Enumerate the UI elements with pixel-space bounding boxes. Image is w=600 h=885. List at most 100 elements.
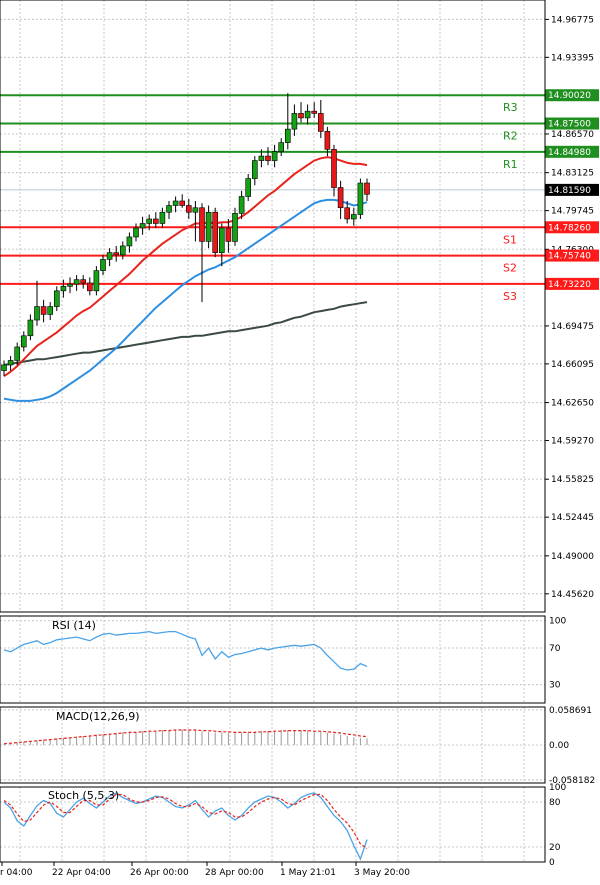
price-tick-label: 14.66095 [551, 360, 594, 370]
panel-frame [0, 0, 546, 613]
candle-bullish [53, 290, 60, 307]
time-tick-label: 28 Apr 00:00 [205, 868, 264, 878]
ma-mid-line [3, 198, 368, 402]
candle-bullish [139, 223, 146, 229]
candle-bullish [166, 205, 172, 213]
candle-bullish [271, 151, 278, 161]
candle-bullish [120, 245, 126, 256]
candle-bullish [27, 319, 34, 337]
candle-bullish [100, 259, 106, 271]
candle-bearish [153, 218, 159, 224]
candle-bullish [47, 306, 54, 315]
candle-bearish [337, 187, 344, 209]
candle-bearish [212, 211, 218, 253]
candle-bullish [252, 160, 258, 179]
candle-bullish [34, 306, 40, 321]
time-tick-label: 3 May 20:00 [354, 868, 410, 878]
rsi-tick-label: 70 [549, 644, 561, 654]
macd-tick-label: -0.058182 [549, 776, 595, 786]
candle-bearish [199, 207, 205, 242]
stoch-tick-label: 80 [549, 798, 561, 808]
ma-fast-line [3, 156, 368, 378]
time-tick-label: r 04:00 [0, 868, 33, 878]
current-price-label: 14.81590 [548, 186, 591, 196]
price-tick-label: 14.96775 [551, 15, 594, 25]
macd-signal-line [3, 729, 368, 745]
candle-bearish [40, 306, 47, 315]
level-name-r1: R1 [503, 158, 518, 171]
candle-bearish [225, 227, 232, 242]
candle-bullish [60, 286, 67, 292]
price-tick-label: 14.79745 [551, 207, 594, 217]
candle-bullish [14, 346, 20, 361]
candle-bearish [87, 282, 93, 292]
stoch-tick-label: 0 [549, 858, 555, 868]
level-price-label: 14.75740 [548, 252, 591, 262]
candle-bullish [258, 155, 265, 161]
level-price-label: 14.87500 [548, 120, 591, 130]
level-price-tag [545, 249, 599, 262]
current-price-tag [545, 183, 599, 196]
candle-bearish [317, 113, 324, 132]
price-tick-label: 14.86570 [551, 130, 594, 140]
candle-bearish [331, 149, 337, 188]
ma-slow-line [3, 301, 368, 366]
candle-bullish [278, 142, 285, 152]
stoch-label: Stoch (5,5,3) [48, 789, 119, 802]
candle-bullish [350, 214, 357, 220]
time-tick-label: 1 May 21:01 [280, 868, 336, 878]
candle-bullish [106, 252, 113, 260]
candle-bearish [344, 207, 351, 220]
level-price-tag [545, 145, 599, 158]
candle-bullish [357, 182, 364, 215]
candle-bullish [67, 283, 73, 287]
panel-frame [0, 706, 546, 784]
candle-bullish [73, 279, 80, 285]
candle-bearish [80, 279, 86, 284]
level-price-label: 14.84980 [548, 148, 591, 158]
price-tick-label: 14.59270 [551, 437, 594, 447]
level-price-label: 14.78260 [548, 223, 591, 233]
rsi-line [3, 630, 368, 671]
candle-bearish [265, 155, 271, 161]
candle-bullish [172, 200, 179, 206]
macd-tick-label: 0.00 [549, 741, 569, 751]
candle-bullish [205, 211, 212, 242]
panel-frame [0, 615, 546, 704]
level-name-r3: R3 [503, 101, 518, 114]
level-name-s3: S3 [503, 290, 517, 303]
rsi-tick-label: 100 [549, 617, 566, 627]
level-name-r2: R2 [503, 130, 518, 143]
price-tick-label: 14.49000 [551, 552, 594, 562]
candle-bullish [219, 227, 225, 253]
candle-bullish [1, 364, 7, 371]
level-price-tag [545, 89, 599, 102]
time-tick-label: 26 Apr 00:00 [130, 868, 189, 878]
candle-bearish [298, 113, 304, 119]
price-tick-label: 14.93395 [551, 53, 594, 63]
price-tick-label: 14.52445 [551, 513, 594, 523]
candle-bullish [7, 360, 14, 366]
candle-bullish [20, 335, 27, 348]
candle-bullish [291, 113, 298, 130]
stoch-signal-line [3, 793, 368, 849]
candle-bullish [126, 236, 133, 247]
time-tick-label: 22 Apr 04:00 [52, 868, 111, 878]
level-price-label: 14.90020 [548, 91, 591, 101]
price-tick-label: 14.83125 [551, 169, 594, 179]
panel-frame [0, 786, 546, 863]
rsi-label: RSI (14) [52, 619, 96, 632]
level-name-s1: S1 [503, 233, 517, 246]
candle-bullish [192, 207, 199, 213]
candle-bullish [304, 110, 311, 119]
stoch-tick-label: 20 [549, 843, 561, 853]
price-tick-label: 14.55825 [551, 475, 594, 485]
candle-bearish [113, 252, 119, 256]
candle-bearish [311, 110, 318, 114]
candle-bearish [324, 131, 331, 150]
candle-bullish [245, 178, 251, 197]
candle-bullish [232, 213, 238, 242]
candle-bearish [364, 182, 370, 195]
level-price-tag [545, 221, 599, 234]
